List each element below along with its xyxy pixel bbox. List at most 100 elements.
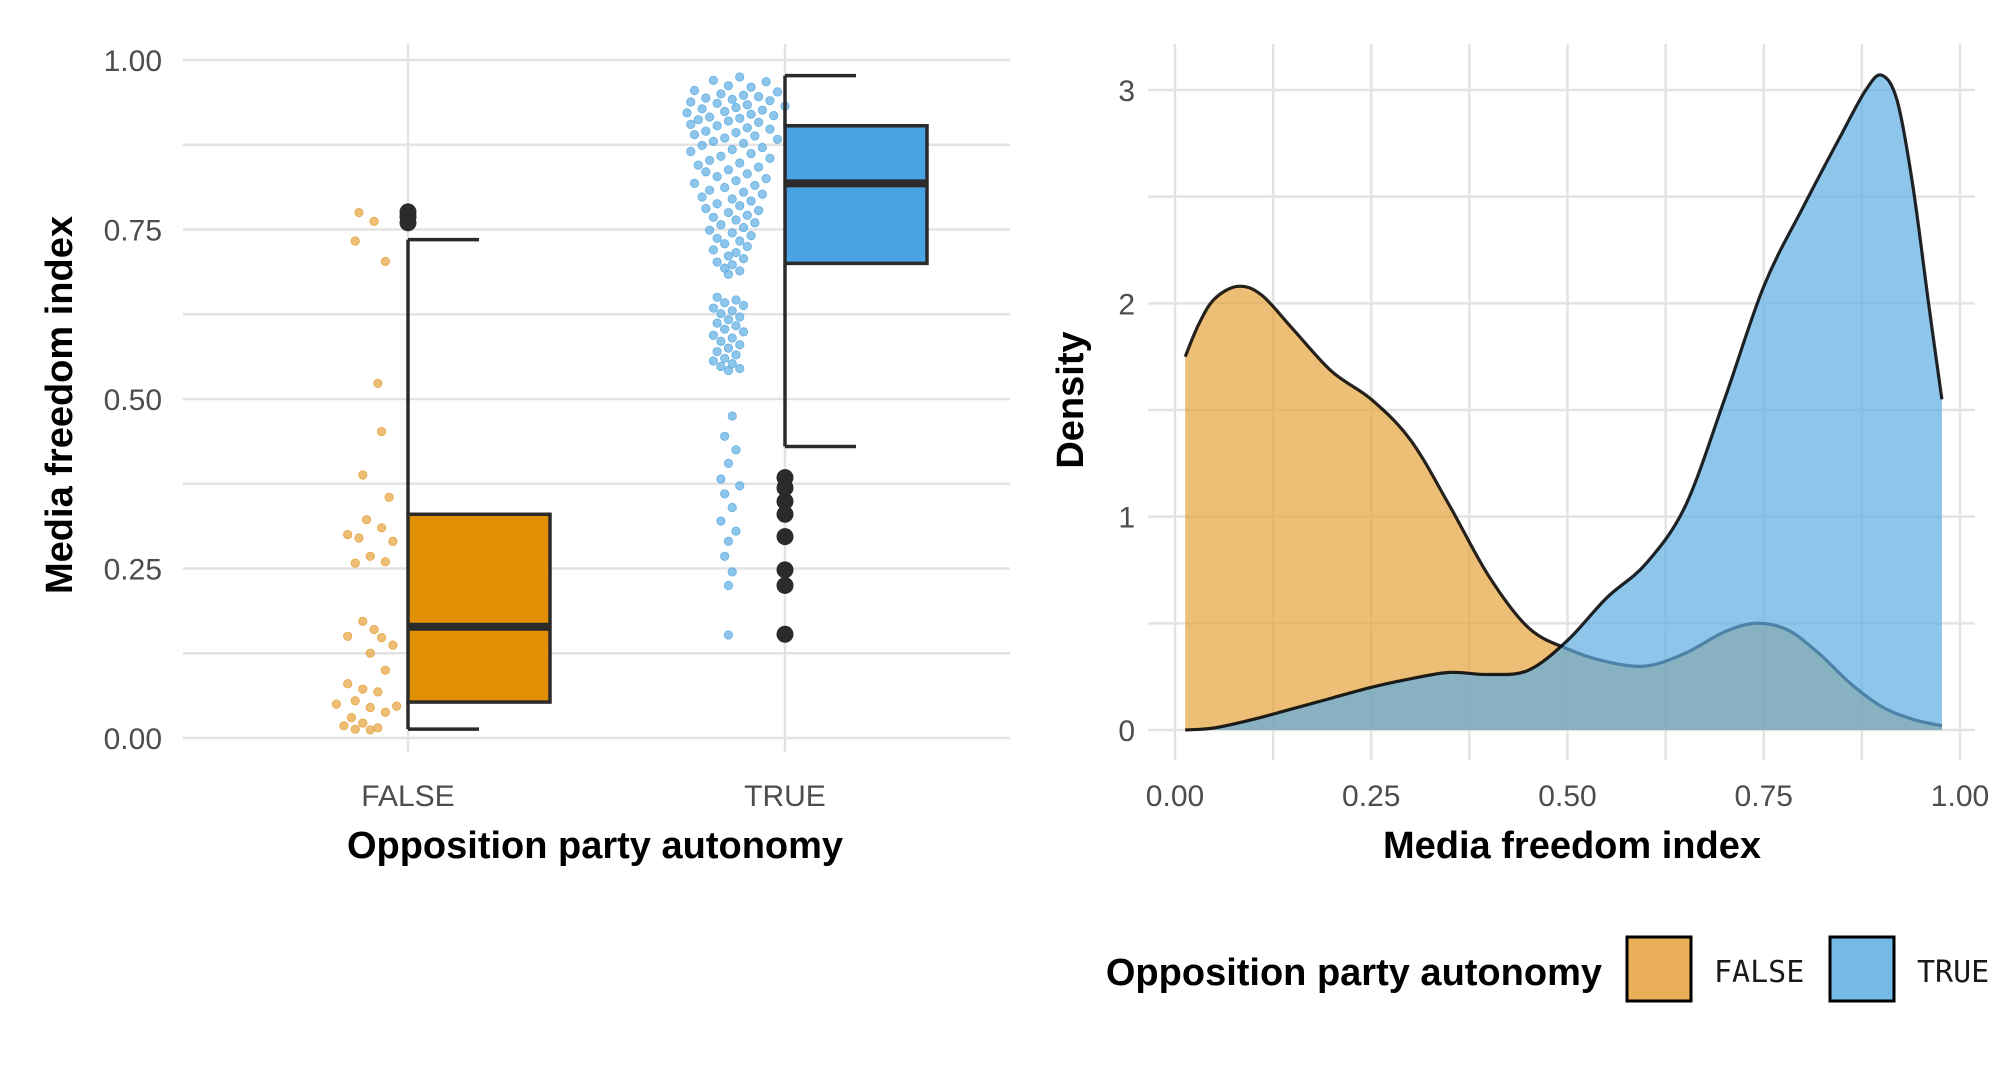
jitter-point	[388, 536, 398, 546]
jitter-point	[731, 321, 741, 331]
jitter-point	[746, 109, 756, 119]
jitter-point	[686, 97, 696, 107]
jitter-point	[704, 155, 715, 165]
jitter-point	[712, 121, 722, 131]
jitter-point	[365, 702, 375, 713]
jitter-point	[720, 106, 730, 117]
jitter-point	[742, 241, 752, 252]
jitter-point	[697, 140, 707, 151]
outlier-point	[776, 505, 794, 523]
boxplot-x-tick-label: TRUE	[744, 780, 826, 813]
jitter-point	[358, 470, 368, 480]
jitter-point	[750, 131, 760, 141]
jitter-point	[731, 176, 741, 186]
boxplot-y-tick-label: 0.25	[104, 554, 162, 587]
jitter-point	[712, 199, 722, 209]
jitter-point	[339, 721, 349, 731]
jitter-point	[712, 233, 722, 243]
jitter-point	[765, 153, 775, 163]
jitter-point	[716, 220, 726, 230]
boxplot-y-axis-title: Media freedom index	[39, 216, 81, 594]
jitter-point	[358, 718, 368, 728]
jitter-point	[716, 516, 726, 526]
jitter-point	[689, 178, 700, 188]
boxplot-y-tick-label: 1.00	[104, 45, 162, 78]
jitter-point	[750, 180, 760, 191]
boxplot-y-tick-labels: 0.00 0.25 0.50 0.75 1.00	[104, 45, 162, 756]
jitter-point	[716, 308, 726, 319]
jitter-point	[735, 113, 745, 123]
jitter-point	[742, 100, 752, 110]
jitter-point	[731, 127, 741, 138]
jitter-point	[772, 134, 783, 144]
jitter-point	[377, 633, 387, 643]
jitter-point	[757, 142, 767, 153]
jitter-point	[742, 210, 752, 220]
density-y-tick-label: 3	[1118, 75, 1135, 108]
outlier-point	[776, 528, 794, 546]
jitter-point	[361, 515, 372, 525]
jitter-point	[727, 260, 737, 270]
jitter-point	[708, 136, 718, 146]
jitter-point	[750, 218, 760, 228]
jitter-point	[754, 92, 764, 102]
jitter-point	[712, 292, 722, 302]
jitter-point	[738, 327, 749, 337]
jitter-point	[731, 526, 741, 536]
outlier-point	[399, 203, 417, 221]
jitter-point	[716, 361, 726, 372]
jitter-point	[392, 701, 402, 711]
jitter-point	[746, 196, 756, 206]
jitter-point	[365, 551, 375, 561]
box-iqr	[406, 512, 552, 704]
jitter-point	[720, 431, 730, 441]
jitter-point	[720, 133, 730, 143]
boxplot-x-tick-label: FALSE	[361, 780, 454, 813]
density-x-tick-label: 0.00	[1146, 780, 1204, 813]
jitter-point	[720, 239, 730, 249]
legend-label-true: TRUE	[1917, 955, 1989, 990]
jitter-point	[720, 551, 730, 561]
jitter-point	[720, 182, 730, 193]
jitter-point	[380, 557, 390, 567]
density-x-tick-label: 0.50	[1538, 780, 1596, 813]
jitter-point	[380, 665, 390, 675]
legend-key-false	[1625, 935, 1693, 1003]
density-y-tick-labels: 0 1 2 3	[1118, 75, 1135, 748]
outlier-point	[776, 576, 794, 594]
jitter-point	[731, 215, 741, 225]
jitter-point	[727, 567, 737, 577]
jitter-point	[735, 312, 745, 322]
outlier-point	[776, 561, 794, 579]
jitter-point	[757, 189, 767, 199]
jitter-point	[369, 216, 379, 226]
jitter-point	[712, 318, 722, 328]
density-y-tick-label: 1	[1118, 502, 1135, 535]
jitter-point	[350, 558, 360, 568]
density-areas	[1183, 73, 1944, 732]
jitter-point	[727, 502, 737, 513]
density-area-true	[1185, 74, 1942, 731]
density-x-axis-title: Media freedom index	[1383, 825, 1761, 867]
jitter-points	[331, 72, 790, 735]
jitter-point	[377, 523, 387, 533]
jitter-point	[738, 90, 749, 100]
jitter-point	[723, 365, 734, 376]
jitter-point	[343, 631, 353, 641]
jitter-point	[350, 696, 360, 706]
outlier-point	[776, 469, 794, 487]
jitter-point	[761, 174, 771, 184]
density-area-false	[1185, 286, 1942, 730]
jitter-point	[346, 713, 357, 723]
jitter-point	[693, 160, 703, 170]
jitter-point	[380, 707, 390, 717]
jitter-point	[731, 295, 741, 305]
box-iqr	[783, 124, 929, 266]
jitter-point	[708, 356, 718, 366]
jitter-point	[343, 529, 353, 540]
jitter-point	[731, 350, 741, 360]
jitter-point	[384, 492, 394, 502]
jitter-point	[727, 144, 737, 155]
jitter-point	[712, 98, 722, 108]
